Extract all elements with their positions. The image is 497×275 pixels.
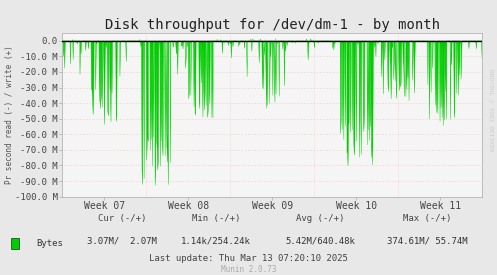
Text: Munin 2.0.73: Munin 2.0.73 — [221, 265, 276, 274]
Text: Min (-/+): Min (-/+) — [192, 214, 241, 223]
Y-axis label: Pr second read (-) / write (+): Pr second read (-) / write (+) — [4, 45, 13, 184]
Text: 5.42M/640.48k: 5.42M/640.48k — [286, 236, 355, 245]
Bar — [11, 238, 19, 249]
Text: Avg (-/+): Avg (-/+) — [296, 214, 345, 223]
Text: 1.14k/254.24k: 1.14k/254.24k — [181, 236, 251, 245]
Text: Last update: Thu Mar 13 07:20:10 2025: Last update: Thu Mar 13 07:20:10 2025 — [149, 254, 348, 263]
Text: Max (-/+): Max (-/+) — [403, 214, 452, 223]
Text: 374.61M/ 55.74M: 374.61M/ 55.74M — [387, 236, 468, 245]
Text: Cur (-/+): Cur (-/+) — [97, 214, 146, 223]
Text: Bytes: Bytes — [36, 239, 63, 248]
Title: Disk throughput for /dev/dm-1 - by month: Disk throughput for /dev/dm-1 - by month — [104, 18, 440, 32]
Text: RRDTOOL / TOBI OETIKER: RRDTOOL / TOBI OETIKER — [489, 69, 494, 151]
Text: 3.07M/  2.07M: 3.07M/ 2.07M — [87, 236, 157, 245]
